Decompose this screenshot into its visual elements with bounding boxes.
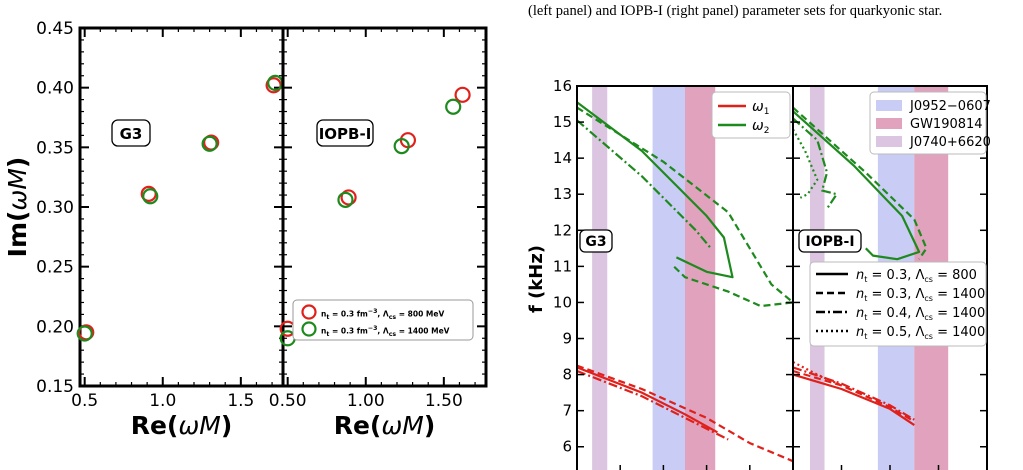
legend-label: J0740+6620 xyxy=(909,135,991,150)
mode-curve xyxy=(792,373,915,427)
frequency-mass-figure: 2.02.22.42.62.83.0G32.02.22.42.6IOPB-I67… xyxy=(526,77,991,470)
x-axis-label: Re(ωM) xyxy=(131,411,233,440)
legend-marker xyxy=(301,321,317,337)
y-tick-label: 11 xyxy=(553,257,572,275)
legend-swatch xyxy=(876,100,902,111)
mode-curve xyxy=(576,119,712,250)
y-axis-label: f (kHz) xyxy=(526,245,547,313)
legend-box xyxy=(292,299,474,341)
y-tick-label: 13 xyxy=(553,185,572,203)
legend-label: nt = 0.3 fm−3, Λcs = 800 MeV xyxy=(321,308,445,320)
y-tick-label: 6 xyxy=(562,438,572,456)
y-tick-label: 10 xyxy=(553,293,572,311)
frequency-panel-frame xyxy=(792,85,988,470)
mode-curve xyxy=(792,110,921,261)
x-tick-label: 1.5 xyxy=(227,391,254,411)
scatter-panel-frame xyxy=(78,26,285,388)
legend-label: GW190814 xyxy=(910,117,983,132)
y-tick-label: 7 xyxy=(562,402,572,420)
legend-box-modes xyxy=(711,91,791,139)
legend-label: ω2 xyxy=(752,118,769,136)
data-point xyxy=(337,191,354,208)
x-tick-label: 1.00 xyxy=(347,391,385,411)
mode-curve xyxy=(576,101,734,279)
y-tick-label: 0.35 xyxy=(36,138,74,158)
legend-label: nt = 0.3, Λcs = 1400 xyxy=(856,287,985,303)
mode-curve xyxy=(792,117,838,210)
panel-label: IOPB-I xyxy=(319,125,372,143)
legend-label: nt = 0.3, Λcs = 800 xyxy=(856,268,977,284)
data-point xyxy=(201,135,218,152)
y-tick-label: 16 xyxy=(553,77,572,95)
mode-curve xyxy=(792,106,928,260)
data-point xyxy=(142,188,159,205)
y-tick-label: 0.30 xyxy=(36,198,74,218)
data-point xyxy=(76,325,93,342)
legend-entry: nt = 0.3 fm−3, Λcs = 1400 MeV xyxy=(321,325,450,337)
legend-label: ω1 xyxy=(752,99,769,117)
y-tick-label: 0.20 xyxy=(36,317,74,337)
legend-marker xyxy=(301,304,317,320)
y-tick-label: 14 xyxy=(553,149,572,167)
data-point xyxy=(340,189,357,206)
y-tick-label: 12 xyxy=(553,221,572,239)
mode-curve xyxy=(792,361,842,387)
y-tick-label: 0.40 xyxy=(36,79,74,99)
panel-label: IOPB-I xyxy=(805,234,854,250)
panel-label-box xyxy=(798,229,862,253)
caption-text: (left panel) and IOPB-I (right panel) pa… xyxy=(528,3,943,19)
x-tick-label: 1.50 xyxy=(425,391,463,411)
data-point xyxy=(454,86,471,103)
y-tick-label: 15 xyxy=(553,113,572,131)
panel-label-box xyxy=(316,119,374,147)
legend-label: nt = 0.4, Λcs = 1400 xyxy=(856,306,985,322)
y-tick-label: 0.45 xyxy=(36,19,74,39)
figure-caption: (left panel) and IOPB-I (right panel) pa… xyxy=(528,2,1020,21)
x-tick-label: 0.5 xyxy=(71,391,98,411)
mode-curve xyxy=(576,366,718,434)
x-axis-label: Re(ωM) xyxy=(334,411,436,440)
qnm-scatter-figure: 0.5 1.0 1.5Re(ωM)G30.50 1.00 1.50Re(ωM)IOPB-… xyxy=(3,19,488,440)
y-axis-label: Im(ωM) xyxy=(3,157,32,258)
panel-label-box xyxy=(111,119,151,147)
legend-label: nt = 0.5, Λcs = 1400 xyxy=(856,325,985,341)
legend-entry: nt = 0.3 fm−3, Λcs = 800 MeV xyxy=(321,308,445,320)
panel-label-box xyxy=(579,229,613,253)
mode-curve xyxy=(576,364,794,463)
legend-label: nt = 0.3 fm−3, Λcs = 1400 MeV xyxy=(321,325,450,337)
frequency-plot-area: 2.02.22.42.62.83.0G32.02.22.42.6IOPB-I67… xyxy=(526,77,991,470)
x-tick-label: 1.0 xyxy=(149,391,176,411)
legend-swatch xyxy=(876,118,902,129)
y-tick-label: 0.15 xyxy=(36,377,74,397)
y-tick-label: 0.25 xyxy=(36,258,74,278)
legend-box-styles xyxy=(809,261,987,347)
panel-label: G3 xyxy=(120,125,143,143)
data-point xyxy=(393,138,410,155)
mode-curve xyxy=(792,128,819,199)
x-tick-label: 0.50 xyxy=(269,391,307,411)
mass-band xyxy=(685,86,716,470)
mode-curve xyxy=(576,369,729,441)
mode-curve xyxy=(792,369,915,423)
panel-label: G3 xyxy=(585,234,606,250)
scatter-plot-area: 0.5 1.0 1.5Re(ωM)G30.50 1.00 1.50Re(ωM)IOPB-… xyxy=(3,19,488,440)
legend-label: J0952−0607 xyxy=(909,99,991,114)
y-tick-label: 8 xyxy=(562,366,572,384)
legend-swatch xyxy=(876,136,902,147)
data-point xyxy=(445,98,462,115)
y-tick-label: 9 xyxy=(562,330,572,348)
mode-curve xyxy=(792,366,915,421)
